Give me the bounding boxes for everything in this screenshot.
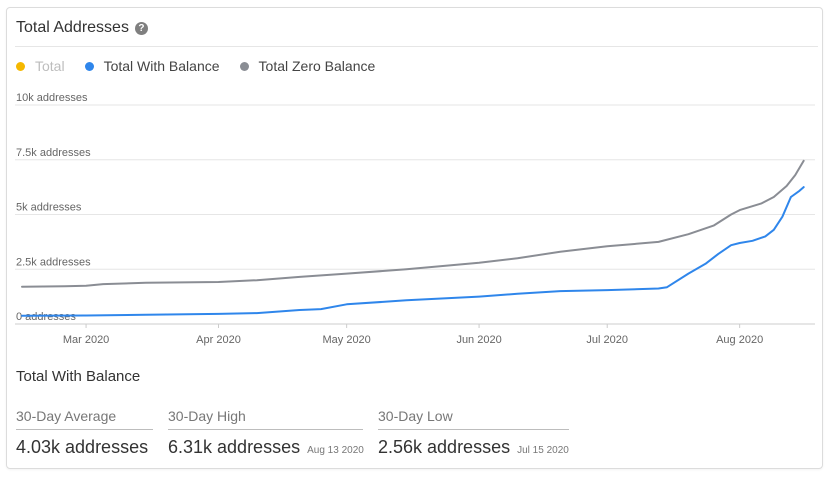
y-tick-label: 10k addresses — [16, 92, 88, 104]
legend-item-zero-balance[interactable]: Total Zero Balance — [239, 58, 376, 74]
series-line-total-zero-balance — [21, 159, 805, 288]
stat-value: 4.03k addresses — [16, 437, 149, 457]
y-tick-label: 2.5k addresses — [16, 256, 91, 268]
x-tick-label: Apr 2020 — [196, 334, 241, 346]
x-tick-label: May 2020 — [322, 334, 370, 346]
stats-title: Total With Balance — [16, 368, 141, 385]
chart-legend: Total Total With Balance Total Zero Bala… — [16, 58, 395, 74]
stat-value-line: 2.56k addresses Jul 15 2020 — [378, 437, 569, 458]
y-tick-label: 0 addresses — [16, 311, 76, 323]
stat-30-day-average: 30-Day Average 4.03k addresses — [16, 408, 153, 458]
x-tick-label: Jul 2020 — [586, 334, 628, 346]
legend-dot-icon — [239, 61, 249, 71]
y-tick-label: 5k addresses — [16, 202, 82, 214]
stat-date: Aug 13 2020 — [307, 445, 364, 456]
question-circle-icon[interactable]: ? — [134, 21, 148, 35]
stat-value: 6.31k addresses — [168, 437, 301, 457]
legend-dot-icon — [16, 61, 25, 71]
widget-header: Total Addresses ? — [16, 19, 148, 37]
stat-value-line: 4.03k addresses — [16, 437, 153, 458]
legend-dot-icon — [84, 61, 94, 71]
legend-item-total[interactable]: Total — [16, 58, 65, 74]
widget-title: Total Addresses — [16, 19, 129, 36]
x-tick-label: Aug 2020 — [716, 334, 763, 346]
x-tick-label: Mar 2020 — [63, 334, 109, 346]
legend-label: Total Zero Balance — [258, 58, 376, 74]
legend-label: Total — [35, 58, 65, 74]
stat-label: 30-Day High — [168, 408, 363, 430]
legend-item-with-balance[interactable]: Total With Balance — [84, 58, 220, 74]
stat-30-day-high: 30-Day High 6.31k addresses Aug 13 2020 — [168, 408, 364, 458]
stat-value-line: 6.31k addresses Aug 13 2020 — [168, 437, 364, 458]
series-line-total-with-balance — [21, 186, 805, 317]
stat-date: Jul 15 2020 — [517, 445, 569, 456]
stat-label: 30-Day Low — [378, 408, 569, 430]
header-divider — [15, 46, 818, 47]
stat-label: 30-Day Average — [16, 408, 153, 430]
stat-value: 2.56k addresses — [378, 437, 511, 457]
stat-30-day-low: 30-Day Low 2.56k addresses Jul 15 2020 — [378, 408, 569, 458]
legend-label: Total With Balance — [103, 58, 220, 74]
y-tick-label: 7.5k addresses — [16, 147, 91, 159]
total-addresses-card — [6, 7, 823, 469]
x-tick-label: Jun 2020 — [456, 334, 501, 346]
